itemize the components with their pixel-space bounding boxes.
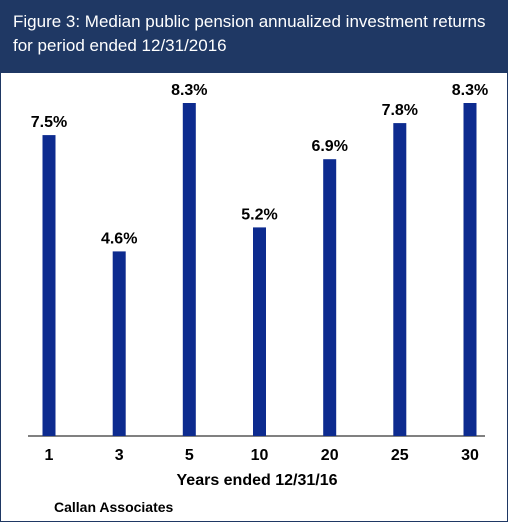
x-tick-label-30: 30 <box>461 447 479 464</box>
x-tick-label-20: 20 <box>321 447 339 464</box>
bar-3 <box>112 251 126 436</box>
x-axis-title: Years ended 12/31/16 <box>177 472 338 489</box>
title-bar: Figure 3: Median public pension annualiz… <box>1 1 507 73</box>
bar-25 <box>393 123 407 436</box>
data-label-25: 7.8% <box>382 102 418 119</box>
chart-title-line-2: for period ended 12/31/2016 <box>13 36 227 55</box>
x-tick-label-1: 1 <box>45 447 54 464</box>
bars-layer <box>42 103 477 436</box>
data-label-5: 8.3% <box>171 82 207 99</box>
x-tick-label-25: 25 <box>391 447 409 464</box>
data-label-20: 6.9% <box>311 138 347 155</box>
tick-labels-layer: 1 3 5 10 20 25 30 <box>45 447 479 464</box>
bar-30 <box>463 103 477 436</box>
data-labels-layer: 7.5% 4.6% 8.3% 5.2% 6.9% 7.8% 8.3% <box>31 82 488 247</box>
data-label-30: 8.3% <box>452 82 488 99</box>
chart-title-line-1: Figure 3: Median public pension annualiz… <box>13 12 486 31</box>
bar-10 <box>253 227 266 436</box>
bar-20 <box>323 159 337 436</box>
bar-1 <box>42 135 56 436</box>
x-tick-label-3: 3 <box>115 447 124 464</box>
chart-title: Figure 3: Median public pension annualiz… <box>13 10 501 58</box>
x-tick-label-10: 10 <box>251 447 269 464</box>
data-label-10: 5.2% <box>241 206 277 223</box>
bar-5 <box>182 103 196 436</box>
source-label: Callan Associates <box>54 499 174 515</box>
data-label-1: 7.5% <box>31 114 67 131</box>
x-tick-label-5: 5 <box>185 447 194 464</box>
data-label-3: 4.6% <box>101 230 137 247</box>
